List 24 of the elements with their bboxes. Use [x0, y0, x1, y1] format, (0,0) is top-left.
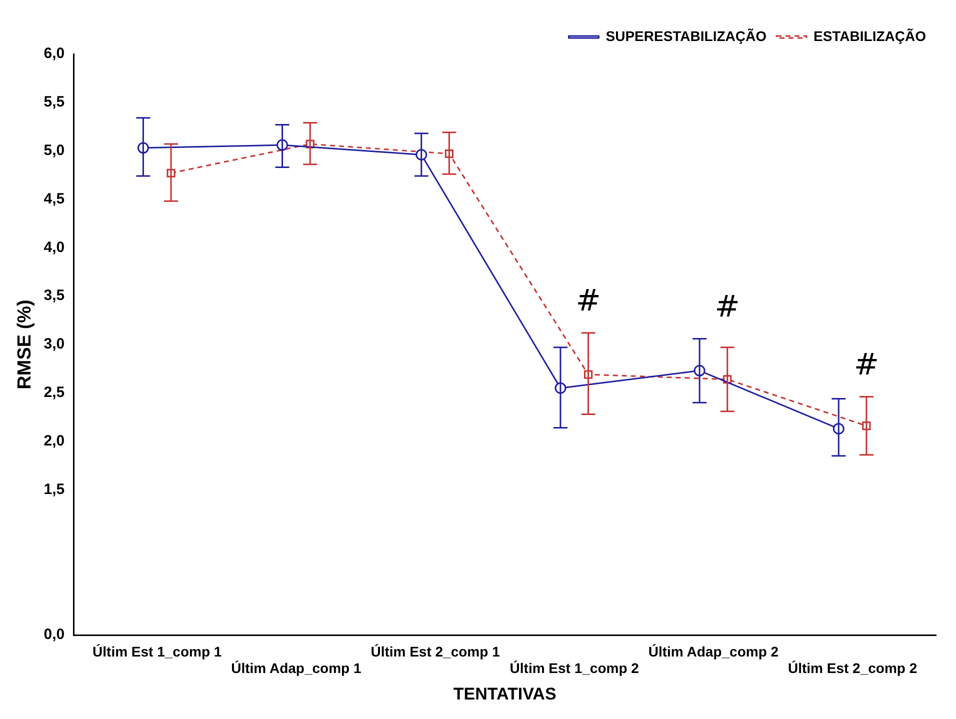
annotation: #: [714, 289, 740, 324]
y-tick-label: 3,5: [44, 287, 65, 304]
legend-label: SUPERESTABILIZAÇÃO: [606, 28, 767, 44]
y-tick-label: 4,5: [44, 190, 65, 208]
x-tick-label: Últim Est 2_comp 1: [370, 643, 500, 660]
x-tick-label: Últim Adap_comp 2: [648, 643, 779, 660]
y-tick-label: 2,5: [44, 384, 65, 402]
y-tick-label: 2,0: [44, 432, 65, 450]
annotation: #: [576, 284, 601, 319]
legend-label: ESTABILIZAÇÃO: [813, 28, 926, 44]
y-tick-label: 6,0: [44, 45, 65, 62]
annotation: #: [854, 348, 880, 383]
x-tick-label: Últim Est 1_comp 2: [510, 660, 640, 676]
y-tick-label: 5,0: [44, 142, 65, 159]
y-tick-label: 3,0: [44, 336, 65, 353]
y-tick-label: 1,5: [44, 480, 65, 498]
y-tick-label: 5,5: [44, 94, 65, 111]
y-axis-title: RMSE (%): [14, 300, 36, 390]
y-tick-label: 4,0: [44, 238, 65, 256]
x-tick-label: Últim Est 2_comp 2: [788, 660, 918, 676]
x-tick-label: Últim Adap_comp 1: [231, 660, 362, 676]
x-axis-title: TENTATIVAS: [453, 684, 556, 704]
x-tick-label: Últim Est 1_comp 1: [92, 643, 222, 660]
y-tick-label: 0,0: [44, 626, 65, 644]
